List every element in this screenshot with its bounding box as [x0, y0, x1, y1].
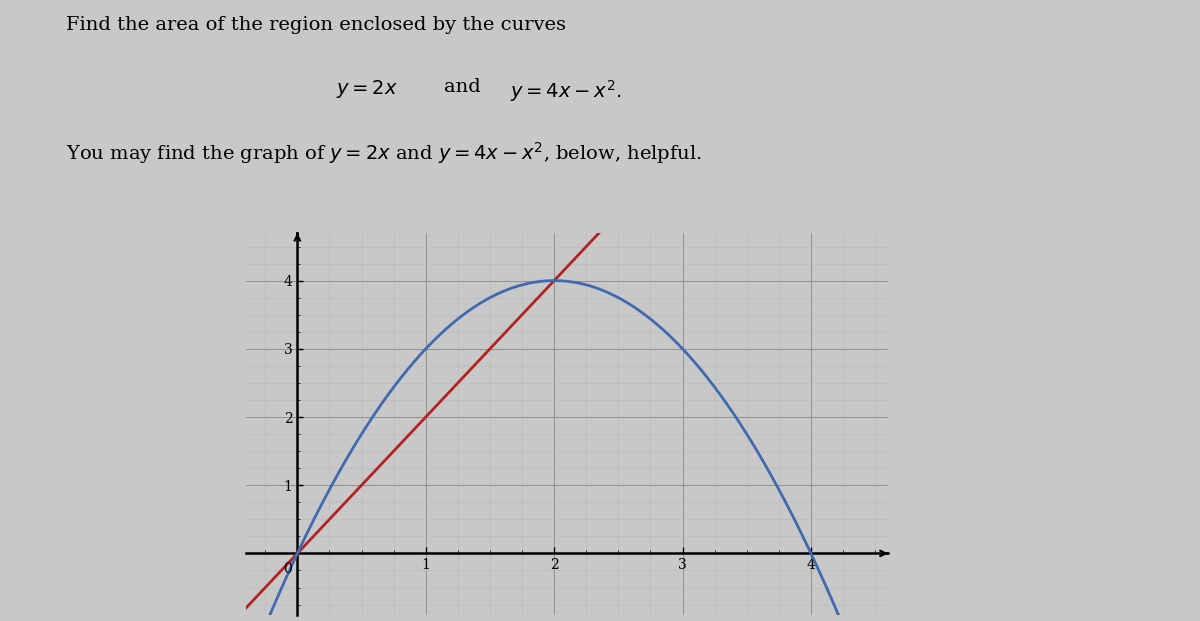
Text: $y = 4x - x^2.$: $y = 4x - x^2.$: [510, 78, 622, 104]
Text: 0: 0: [283, 561, 292, 576]
Text: You may find the graph of $y = 2x$ and $y = 4x - x^2$, below, helpful.: You may find the graph of $y = 2x$ and $…: [66, 140, 702, 166]
Text: and: and: [444, 78, 481, 96]
Text: $y = 2x$: $y = 2x$: [336, 78, 398, 99]
Text: Find the area of the region enclosed by the curves: Find the area of the region enclosed by …: [66, 16, 566, 34]
